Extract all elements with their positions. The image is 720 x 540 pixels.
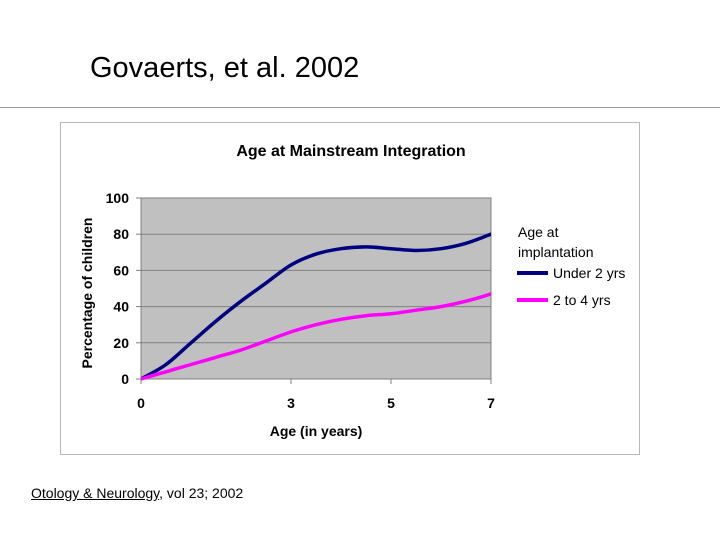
x-axis-label: Age (in years) (270, 423, 363, 439)
y-tick-label: 60 (113, 262, 129, 278)
x-tick-label: 3 (287, 395, 295, 411)
x-tick-label: 7 (487, 395, 495, 411)
plot-area (140, 197, 492, 380)
series-lines (141, 232, 491, 381)
x-axis-ticks: 0 3 5 7 (137, 379, 495, 411)
chart: Age at Mainstream Integration 0 20 40 60 80 1… (79, 143, 625, 439)
title-divider (0, 107, 720, 108)
series-line-2 (141, 292, 491, 381)
x-tick-label: 0 (137, 395, 145, 411)
y-tick-label: 20 (113, 335, 129, 351)
legend-label-1: Under 2 yrs (553, 265, 625, 281)
y-tick-label: 100 (106, 190, 130, 206)
y-tick-label: 0 (121, 371, 129, 387)
citation-journal[interactable]: Otology & Neurology (31, 485, 160, 501)
x-tick-label: 5 (387, 395, 395, 411)
chart-title: Age at Mainstream Integration (236, 143, 465, 160)
chart-frame: Age at Mainstream Integration 0 20 40 60 80 1… (60, 122, 640, 455)
legend: Under 2 yrs 2 to 4 yrs (517, 265, 625, 308)
legend-label-2: 2 to 4 yrs (553, 292, 611, 308)
citation-details: , vol 23; 2002 (159, 485, 244, 501)
y-tick-label: 80 (113, 226, 129, 242)
series-line-1 (141, 232, 491, 381)
slide-title: Govaerts, et al. 2002 (90, 52, 360, 84)
legend-title: Age at implantation (518, 224, 594, 260)
y-tick-label: 40 (113, 299, 129, 315)
y-axis-ticks: 0 20 40 60 80 100 (106, 190, 141, 387)
y-axis-label: Percentage of children (79, 218, 95, 369)
citation: Otology & Neurology, vol 23; 2002 (31, 485, 243, 501)
